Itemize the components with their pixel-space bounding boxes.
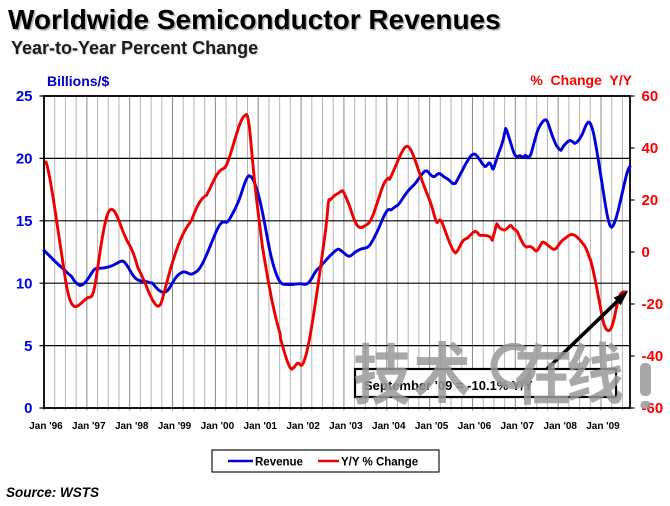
svg-text:Jan '96: Jan '96	[29, 421, 63, 432]
svg-text:Jan '98: Jan '98	[115, 421, 149, 432]
svg-text:25: 25	[16, 88, 33, 105]
svg-text:Jan '08: Jan '08	[543, 421, 577, 432]
svg-text:0: 0	[642, 244, 650, 261]
svg-text:20: 20	[642, 192, 659, 209]
svg-text:10: 10	[16, 275, 33, 292]
svg-text:0: 0	[24, 400, 32, 417]
svg-text:Jan '03: Jan '03	[329, 421, 363, 432]
svg-text:Jan '05: Jan '05	[415, 421, 449, 432]
svg-text:Jan '97: Jan '97	[72, 421, 106, 432]
svg-text:-20: -20	[642, 296, 664, 313]
svg-text:-40: -40	[642, 348, 664, 365]
svg-text:Jan '00: Jan '00	[201, 421, 235, 432]
svg-text:5: 5	[24, 338, 32, 355]
svg-text:Jan '99: Jan '99	[158, 421, 192, 432]
svg-text:Jan '09: Jan '09	[586, 421, 620, 432]
svg-text:60: 60	[642, 88, 659, 105]
svg-text:Revenue: Revenue	[255, 457, 303, 469]
svg-text:15: 15	[16, 213, 33, 230]
svg-text:Jan '04: Jan '04	[372, 421, 406, 432]
svg-text:Jan '02: Jan '02	[286, 421, 320, 432]
svg-text:Y/Y % Change: Y/Y % Change	[341, 457, 418, 469]
svg-text:40: 40	[642, 140, 659, 157]
svg-text:Jan '06: Jan '06	[458, 421, 492, 432]
svg-text:20: 20	[16, 151, 33, 168]
svg-text:Jan '07: Jan '07	[501, 421, 535, 432]
svg-text:Jan '01: Jan '01	[243, 421, 277, 432]
svg-text:September '09 = -10.1% Y/Y: September '09 = -10.1% Y/Y	[364, 378, 533, 393]
